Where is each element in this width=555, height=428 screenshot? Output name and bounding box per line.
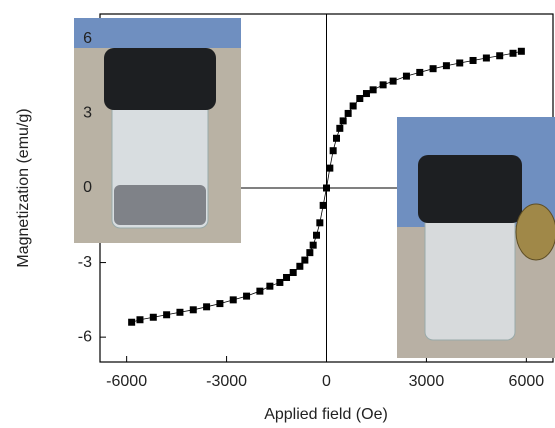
x-tick-label: -6000 xyxy=(106,373,147,390)
data-point xyxy=(416,68,424,76)
y-tick-label: 6 xyxy=(83,30,92,47)
data-point xyxy=(203,303,211,311)
data-point xyxy=(256,287,264,295)
data-point xyxy=(402,72,410,80)
data-point xyxy=(349,102,357,110)
inset-photo-right xyxy=(397,117,555,358)
data-point xyxy=(329,147,337,155)
inset-photo-left xyxy=(74,18,241,243)
data-point xyxy=(289,269,297,277)
data-point xyxy=(442,62,450,70)
data-point xyxy=(283,273,291,281)
data-point xyxy=(469,56,477,64)
data-point xyxy=(356,95,364,103)
data-point xyxy=(319,201,327,209)
photo-wall xyxy=(74,18,241,48)
data-point xyxy=(339,117,347,125)
plot-area xyxy=(100,14,553,362)
data-point xyxy=(429,65,437,73)
data-point xyxy=(332,134,340,142)
vial xyxy=(424,214,516,341)
data-point xyxy=(389,77,397,85)
data-point xyxy=(296,262,304,270)
vial-cap xyxy=(104,48,216,110)
data-point xyxy=(243,292,251,300)
data-point xyxy=(482,54,490,62)
data-point xyxy=(509,49,517,57)
data-point xyxy=(326,164,334,172)
data-point xyxy=(136,316,144,324)
vial-particles xyxy=(114,185,206,225)
y-axis-label: Magnetization (emu/g) xyxy=(15,108,32,267)
x-tick-label: 6000 xyxy=(509,373,545,390)
data-point xyxy=(362,90,370,98)
data-point xyxy=(379,81,387,89)
x-tick-label: -3000 xyxy=(206,373,247,390)
vial-cap xyxy=(418,155,522,223)
data-point xyxy=(306,249,314,257)
x-tick-label: 0 xyxy=(322,373,331,390)
data-point xyxy=(313,231,321,239)
data-point xyxy=(456,59,464,67)
data-point xyxy=(336,124,344,132)
data-point xyxy=(276,278,284,286)
data-point xyxy=(128,318,136,326)
data-point xyxy=(316,219,324,227)
data-point xyxy=(323,184,330,192)
data-point xyxy=(344,109,352,117)
data-point xyxy=(176,308,184,316)
data-point xyxy=(266,282,274,290)
y-tick-label: 3 xyxy=(83,105,92,122)
x-tick-label: 3000 xyxy=(409,373,445,390)
data-point xyxy=(517,47,525,55)
magnet xyxy=(515,203,555,261)
y-tick-label: 0 xyxy=(83,179,92,196)
data-point xyxy=(369,86,377,94)
data-point xyxy=(189,306,197,314)
y-tick-label: -3 xyxy=(78,254,92,271)
x-axis-label: Applied field (Oe) xyxy=(264,406,388,423)
data-point xyxy=(163,311,171,319)
data-point xyxy=(216,300,224,308)
data-point xyxy=(229,296,237,304)
data-point xyxy=(149,313,157,321)
data-point xyxy=(309,241,317,249)
y-tick-label: -6 xyxy=(78,328,92,345)
data-point xyxy=(496,52,504,60)
data-point xyxy=(301,256,309,264)
